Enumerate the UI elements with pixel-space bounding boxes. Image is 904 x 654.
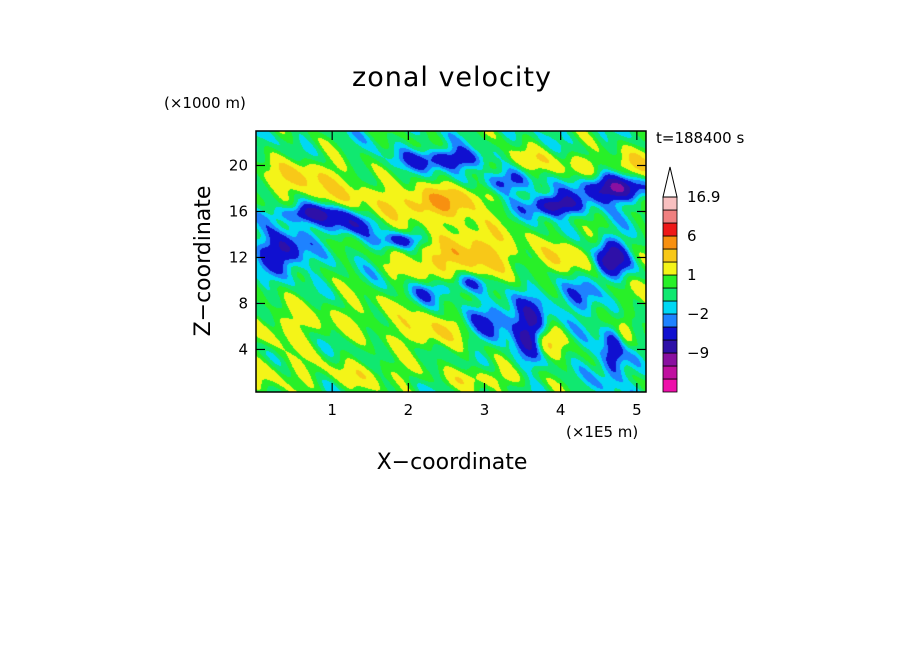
colorbar-label: 16.9: [687, 188, 720, 206]
colorbar-segment: [662, 235, 678, 250]
colorbar-label: −2: [687, 305, 709, 323]
y-tick-label: 4: [238, 340, 248, 358]
plot-frame: [255, 130, 647, 393]
x-tick-label: 3: [480, 401, 490, 419]
y-axis-ticks: 4 8 12 16 20: [229, 156, 646, 358]
colorbar-segment: [662, 209, 678, 224]
x-tick-label: 2: [404, 401, 414, 419]
y-axis-label: Z−coordinate: [191, 186, 216, 337]
time-label: t=188400 s: [656, 129, 744, 147]
x-unit-label: (×1E5 m): [566, 423, 638, 441]
colorbar-segment: [662, 313, 678, 328]
colorbar-segment: [662, 196, 678, 211]
colorbar-label: 1: [687, 266, 697, 284]
y-unit-label: (×1000 m): [164, 94, 246, 112]
y-tick-label: 20: [229, 156, 248, 174]
colorbar-segment: [662, 287, 678, 302]
colorbar-segment: [662, 248, 678, 263]
colorbar-extend-arrow: [662, 166, 678, 198]
colorbar-segment: [662, 378, 678, 393]
colorbar: 16.9 6 1 −2 −9: [662, 166, 720, 393]
chart-title: zonal velocity: [352, 62, 552, 93]
colorbar-segment: [662, 222, 678, 237]
colorbar-segment: [662, 352, 678, 367]
colorbar-segment: [662, 274, 678, 289]
y-tick-label: 16: [229, 202, 248, 220]
colorbar-segment: [662, 365, 678, 380]
x-axis-ticks: 1 2 3 4 5: [327, 131, 642, 419]
colorbar-label: 6: [687, 227, 697, 245]
colorbar-segment: [662, 261, 678, 276]
colorbar-segment: [662, 339, 678, 354]
colorbar-segment: [662, 326, 678, 341]
colorbar-segment: [662, 300, 678, 315]
x-axis-label: X−coordinate: [377, 450, 528, 475]
x-tick-label: 4: [556, 401, 566, 419]
y-tick-label: 12: [229, 248, 248, 266]
x-tick-label: 1: [327, 401, 337, 419]
colorbar-label: −9: [687, 344, 709, 362]
velocity-field: [256, 131, 646, 392]
x-tick-label: 5: [632, 401, 642, 419]
y-tick-label: 8: [238, 294, 248, 312]
